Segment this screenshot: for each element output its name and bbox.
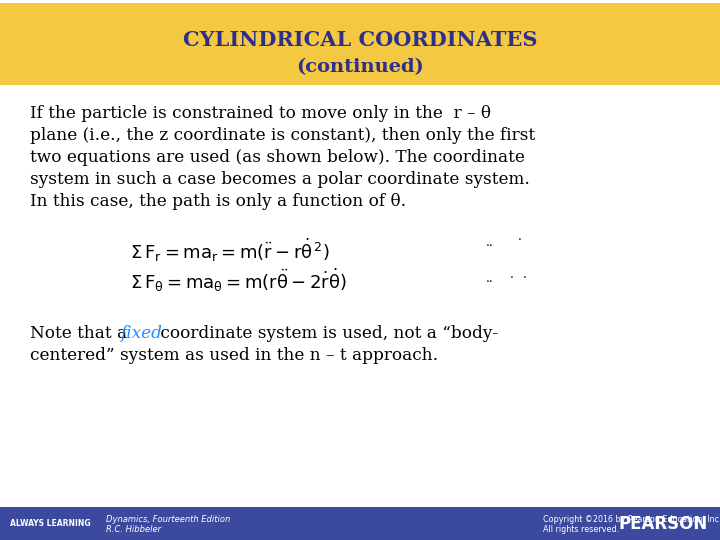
Text: PEARSON: PEARSON <box>618 515 708 533</box>
Text: Dynamics, Fourteenth Edition: Dynamics, Fourteenth Edition <box>106 515 230 523</box>
Text: Note that a: Note that a <box>30 325 132 342</box>
Text: $\Sigma\,\mathrm{F_r = ma_r = m(\ddot{r} - r\dot{\theta}^{\,2})}$: $\Sigma\,\mathrm{F_r = ma_r = m(\ddot{r}… <box>130 237 330 264</box>
Text: $\Sigma\,\mathrm{F_{\theta} = ma_{\theta} = m(r\ddot{\theta} - 2\dot{r}\dot{\the: $\Sigma\,\mathrm{F_{\theta} = ma_{\theta… <box>130 266 346 294</box>
Text: system in such a case becomes a polar coordinate system.: system in such a case becomes a polar co… <box>30 171 530 188</box>
Text: All rights reserved.: All rights reserved. <box>543 525 619 535</box>
Text: fixed: fixed <box>120 325 162 342</box>
Text: coordinate system is used, not a “body-: coordinate system is used, not a “body- <box>155 325 498 342</box>
Text: In this case, the path is only a function of θ.: In this case, the path is only a functio… <box>30 193 406 210</box>
Text: ALWAYS LEARNING: ALWAYS LEARNING <box>10 519 91 529</box>
Text: centered” system as used in the n – t approach.: centered” system as used in the n – t ap… <box>30 347 438 364</box>
Text: (continued): (continued) <box>296 58 424 76</box>
Text: If the particle is constrained to move only in the  r – θ: If the particle is constrained to move o… <box>30 105 491 122</box>
Text: two equations are used (as shown below). The coordinate: two equations are used (as shown below).… <box>30 149 525 166</box>
FancyBboxPatch shape <box>0 507 720 540</box>
Text: R.C. Hibbeler: R.C. Hibbeler <box>106 525 161 535</box>
Text: ..: .. <box>486 235 494 248</box>
Text: CYLINDRICAL COORDINATES: CYLINDRICAL COORDINATES <box>183 30 537 50</box>
Text: .: . <box>523 267 527 280</box>
Text: .: . <box>510 267 514 280</box>
Text: ..: .. <box>486 272 494 285</box>
Text: Copyright ©2016 by Pearson Education, Inc.: Copyright ©2016 by Pearson Education, In… <box>543 515 720 523</box>
FancyBboxPatch shape <box>0 3 720 85</box>
Text: .: . <box>518 230 522 242</box>
Text: plane (i.e., the z coordinate is constant), then only the first: plane (i.e., the z coordinate is constan… <box>30 127 535 144</box>
